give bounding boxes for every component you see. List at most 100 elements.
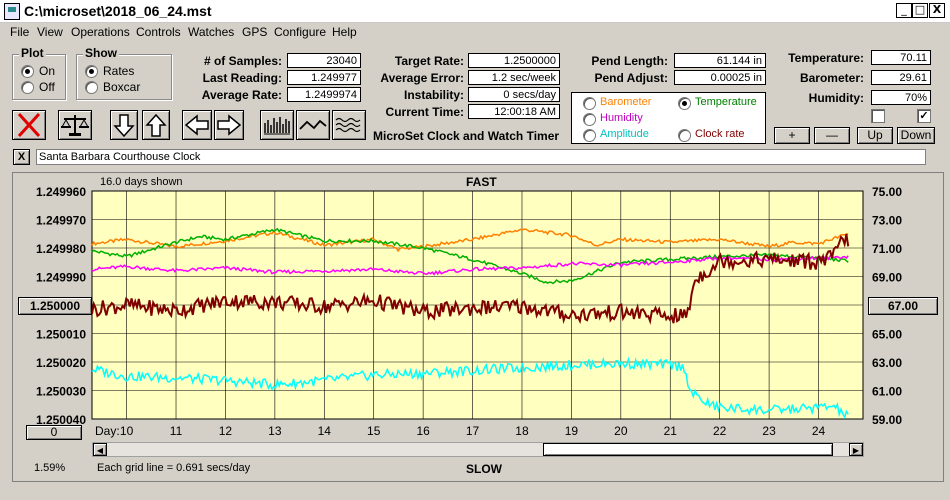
menu-watches[interactable]: Watches (188, 25, 235, 39)
instability-label: Instability: (403, 88, 464, 102)
barometer-radio[interactable] (583, 97, 596, 110)
left-tick-label: 1.249960 (36, 185, 86, 199)
avg-error-field: 1.2 sec/week (468, 70, 560, 85)
x-tick-label: 22 (713, 424, 727, 438)
zero-button[interactable]: 0 (26, 425, 82, 440)
center-value-button[interactable]: 67.00 (868, 297, 938, 315)
last-reading-field: 1.249977 (287, 70, 361, 85)
x-axis-labels: 10 11 12 13 14 15 16 17 18 19 20 21 22 23 24 (120, 424, 826, 438)
pend-adjust-label: Pend Adjust: (594, 71, 668, 85)
current-time-label: Current Time: (385, 105, 464, 119)
scroll-right-button[interactable] (214, 110, 244, 140)
days-shown-label: 16.0 days shown (100, 176, 183, 188)
plot-group-title: Plot (19, 46, 46, 60)
scroll-left-button[interactable] (182, 110, 212, 140)
series-line-barometer (91, 228, 849, 253)
plot-on-label: On (39, 64, 56, 78)
x-tick-label: 13 (268, 424, 282, 438)
temperature-field: 70.11 (871, 50, 931, 65)
temperature-label: Temperature: (788, 51, 864, 65)
left-tick-label: 1.250040 (36, 413, 86, 427)
current-time-field: 12:00:18 AM (468, 104, 560, 119)
right-tick-label: 65.00 (872, 328, 902, 342)
right-tick-label: 71.00 (872, 242, 902, 256)
up-button[interactable]: Up (857, 127, 893, 144)
clock-rate-radio[interactable] (678, 129, 691, 142)
pend-adjust-field[interactable]: 0.00025 in (674, 70, 766, 85)
left-tick-label: 1.249990 (36, 271, 86, 285)
show-rates-radio[interactable] (85, 65, 98, 78)
legend-barometer: Barometer (600, 96, 652, 108)
percent-label: 1.59% (34, 462, 66, 474)
balance-button[interactable] (58, 110, 92, 140)
avg-rate-field: 1.2499974 (287, 87, 361, 102)
left-axis-labels: 1.249960 1.249970 1.249980 1.249990 1.250010… (36, 185, 86, 427)
legend-amplitude: Amplitude (600, 128, 649, 140)
plot-on-radio[interactable] (21, 65, 34, 78)
x-tick-label: 14 (318, 424, 332, 438)
arrow-right-icon (217, 114, 242, 136)
horizontal-scrollbar[interactable]: ◀ ▶ (92, 442, 864, 457)
scroll-left-arrow-icon[interactable]: ◀ (93, 443, 107, 456)
close-button[interactable]: X (929, 3, 945, 18)
menu-gps[interactable]: GPS (242, 25, 268, 39)
bar-graph-button[interactable] (260, 110, 294, 140)
minus-button[interactable]: — (814, 127, 850, 144)
menu-controls[interactable]: Controls (136, 25, 181, 39)
temperature-radio[interactable] (678, 97, 691, 110)
wave-graph-button[interactable] (332, 110, 366, 140)
menu-help[interactable]: Help (332, 25, 357, 39)
x-tick-label: 12 (219, 424, 233, 438)
wave-lines-icon (335, 117, 361, 133)
humidity-radio[interactable] (583, 113, 596, 126)
humidity-field: 70% (871, 90, 931, 105)
x-tick-label: 10 (120, 424, 134, 438)
x-tick-label: 24 (812, 424, 826, 438)
plus-button[interactable]: + (774, 127, 810, 144)
show-boxcar-radio[interactable] (85, 81, 98, 94)
barometer-label: Barometer: (799, 71, 864, 85)
menu-configure[interactable]: Configure (274, 25, 327, 39)
right-tick-label: 59.00 (872, 413, 902, 427)
clear-clock-button[interactable]: X (13, 149, 30, 165)
scrollbar-thumb[interactable] (543, 443, 833, 456)
plot-off-radio[interactable] (21, 81, 34, 94)
x-tick-label: 15 (367, 424, 381, 438)
avg-error-label: Average Error: (380, 71, 464, 85)
minimize-button[interactable]: _ (896, 3, 912, 18)
target-rate-label: Target Rate: (394, 54, 464, 68)
pend-length-label: Pend Length: (591, 54, 668, 68)
scroll-right-arrow-icon[interactable]: ▶ (849, 443, 863, 456)
maximize-button[interactable]: □ (912, 3, 928, 18)
plot-panel (12, 172, 944, 482)
balance-scale-icon (61, 115, 89, 136)
plot-off-label: Off (39, 80, 55, 94)
app-icon[interactable] (4, 3, 20, 20)
scroll-up-button[interactable] (142, 110, 170, 140)
center-rate-button[interactable]: 1.250000 (18, 297, 92, 315)
down-button[interactable]: Down (897, 127, 935, 144)
menu-operations[interactable]: Operations (71, 25, 130, 39)
menu-view[interactable]: View (37, 25, 63, 39)
instability-field: 0 secs/day (468, 87, 560, 102)
clock-name-field[interactable]: Santa Barbara Courthouse Clock (36, 149, 926, 165)
menu-file[interactable]: File (10, 25, 30, 39)
scroll-down-button[interactable] (110, 110, 138, 140)
x-tick-label: 19 (565, 424, 579, 438)
option-checkbox-2[interactable]: ✓ (917, 109, 931, 123)
humidity-label: Humidity: (808, 91, 864, 105)
samples-field: 23040 (287, 53, 361, 68)
amplitude-radio[interactable] (583, 129, 596, 142)
stop-button[interactable] (12, 110, 46, 140)
grid-note: Each grid line = 0.691 secs/day (97, 462, 251, 474)
target-rate-field[interactable]: 1.2500000 (468, 53, 560, 68)
pend-length-field[interactable]: 61.144 in (674, 53, 766, 68)
x-tick-label: 11 (170, 424, 183, 438)
last-reading-label: Last Reading: (202, 71, 282, 85)
right-tick-label: 69.00 (872, 271, 902, 285)
option-checkbox-1[interactable] (871, 109, 885, 123)
right-tick-label: 63.00 (872, 356, 902, 370)
legend-humidity: Humidity (600, 112, 643, 124)
arrow-up-icon (145, 113, 167, 137)
line-graph-button[interactable] (296, 110, 330, 140)
